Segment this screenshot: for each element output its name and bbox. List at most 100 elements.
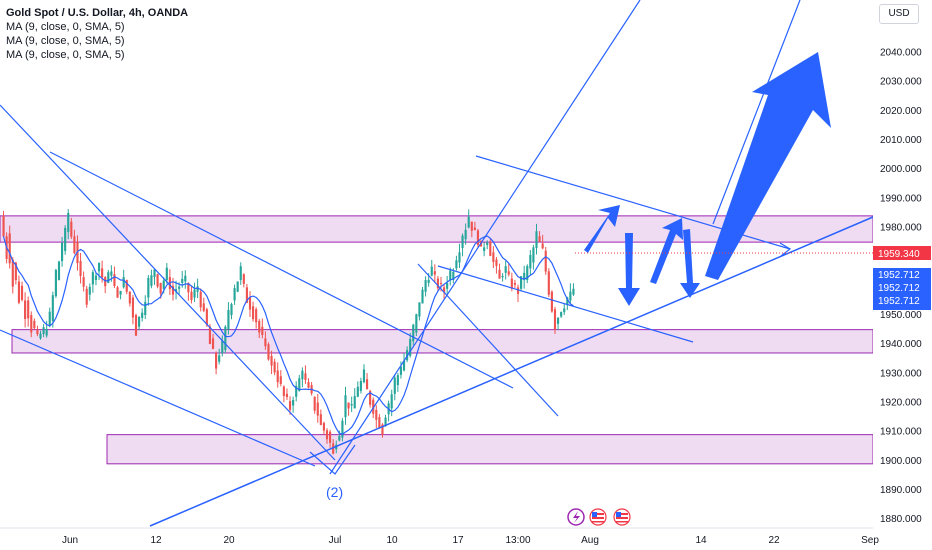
candle-body: [449, 270, 452, 281]
candle-body: [489, 242, 492, 256]
candle-body: [495, 259, 498, 266]
us-flag-icon[interactable]: [589, 508, 607, 526]
zone-3[interactable]: [106, 434, 874, 465]
price-tick-label: 2030.000: [880, 77, 922, 88]
candle-body: [39, 333, 42, 339]
trendline-down-upper[interactable]: [0, 104, 336, 461]
candle-body: [73, 236, 76, 254]
candle-body: [350, 404, 353, 406]
candle-body: [341, 420, 344, 438]
zone-2[interactable]: [11, 329, 874, 354]
candle-body: [248, 297, 252, 310]
candle-body: [504, 266, 507, 273]
candle-body: [45, 328, 48, 336]
indicator-ma-2[interactable]: MA (9, close, 0, SMA, 5): [6, 35, 125, 47]
candle-body: [11, 259, 14, 287]
trendline-steep[interactable]: [329, 0, 641, 475]
wedge-lower[interactable]: [437, 265, 694, 343]
time-tick-label: Aug: [581, 535, 599, 546]
wave-label: (2): [326, 484, 343, 500]
price-tick-label: 1920.000: [880, 398, 922, 409]
candle-body: [319, 414, 322, 425]
candle-body: [529, 254, 532, 269]
time-axis[interactable]: Jun 12 20 Jul 10 17 13:00 Aug 14 22 Sep: [62, 535, 879, 546]
projection-line[interactable]: [712, 0, 801, 225]
price-tick-label: 1950.000: [880, 310, 922, 321]
moving-average-layer: [2, 235, 574, 435]
time-tick-label: 10: [386, 535, 398, 546]
candle-body: [476, 230, 480, 245]
candle-body: [255, 309, 258, 323]
candle-body: [547, 271, 550, 295]
candle-body: [187, 282, 190, 293]
projection-arrowhead: [779, 242, 792, 257]
candle-body: [150, 275, 153, 286]
ma-tag-2: 1952.712: [878, 283, 920, 294]
us-flag-icon-2[interactable]: [613, 508, 631, 526]
candle-body: [467, 216, 470, 228]
candle-body: [276, 370, 279, 383]
candle-body: [359, 381, 362, 391]
candle-body: [526, 266, 529, 281]
candle-body: [412, 324, 415, 342]
time-tick-label: 13:00: [505, 535, 530, 546]
supply-demand-zones: [0, 215, 874, 465]
price-tick-label: 2010.000: [880, 135, 922, 146]
trendline-channel-upper[interactable]: [49, 151, 514, 389]
candle-body: [313, 396, 316, 411]
candle-body: [566, 297, 569, 305]
event-icons[interactable]: [567, 508, 631, 526]
candle-body: [48, 311, 51, 326]
candle-body: [353, 396, 356, 409]
candle-body: [215, 352, 218, 369]
price-tick-label: 1890.000: [880, 485, 922, 496]
indicator-ma-1[interactable]: MA (9, close, 0, SMA, 5): [6, 21, 125, 33]
symbol-title[interactable]: Gold Spot / U.S. Dollar, 4h, OANDA: [6, 7, 189, 19]
candle-body: [184, 275, 187, 282]
candle-body: [436, 278, 439, 289]
indicator-ma-3[interactable]: MA (9, close, 0, SMA, 5): [6, 49, 125, 61]
candle-body: [67, 212, 70, 232]
candle-body: [464, 229, 467, 240]
candle-body: [365, 379, 369, 390]
candle-body: [298, 378, 301, 391]
time-tick-label: 14: [695, 535, 707, 546]
candle-body: [134, 315, 138, 336]
price-tick-label: 2040.000: [880, 48, 922, 59]
time-tick-label: Sep: [861, 535, 879, 546]
candle-body: [492, 252, 495, 262]
candle-body: [550, 291, 553, 312]
candle-body: [338, 436, 341, 441]
candle-body: [165, 267, 168, 281]
candle-body: [344, 395, 347, 418]
trendline-channel-lower[interactable]: [0, 329, 316, 467]
candle-body: [427, 279, 430, 283]
candle-body: [116, 287, 119, 298]
currency-selector[interactable]: USD: [879, 4, 919, 24]
candle-body: [54, 269, 57, 297]
candle-body: [430, 266, 433, 276]
candle-body: [178, 286, 181, 289]
candle-body: [107, 272, 110, 283]
arrow-up-1: [584, 205, 620, 253]
candle-body: [285, 393, 289, 398]
trendline-mid[interactable]: [417, 263, 559, 417]
price-tick-label: 1940.000: [880, 339, 922, 350]
price-tick-label: 1980.000: [880, 223, 922, 234]
candle-body: [541, 243, 544, 249]
candle-body: [94, 275, 98, 281]
arrow-up-2: [650, 218, 683, 284]
candle-body: [452, 271, 455, 281]
candle-body: [356, 386, 359, 397]
candle-body: [104, 277, 107, 287]
candle-body: [141, 312, 144, 318]
candle-body: [399, 366, 403, 375]
candle-body: [523, 272, 526, 281]
svg-text:1959.340: 1959.340: [878, 249, 920, 260]
candle-body: [520, 276, 523, 289]
candle-body: [110, 271, 113, 276]
candle-body: [282, 386, 285, 396]
candle-body: [128, 291, 131, 304]
